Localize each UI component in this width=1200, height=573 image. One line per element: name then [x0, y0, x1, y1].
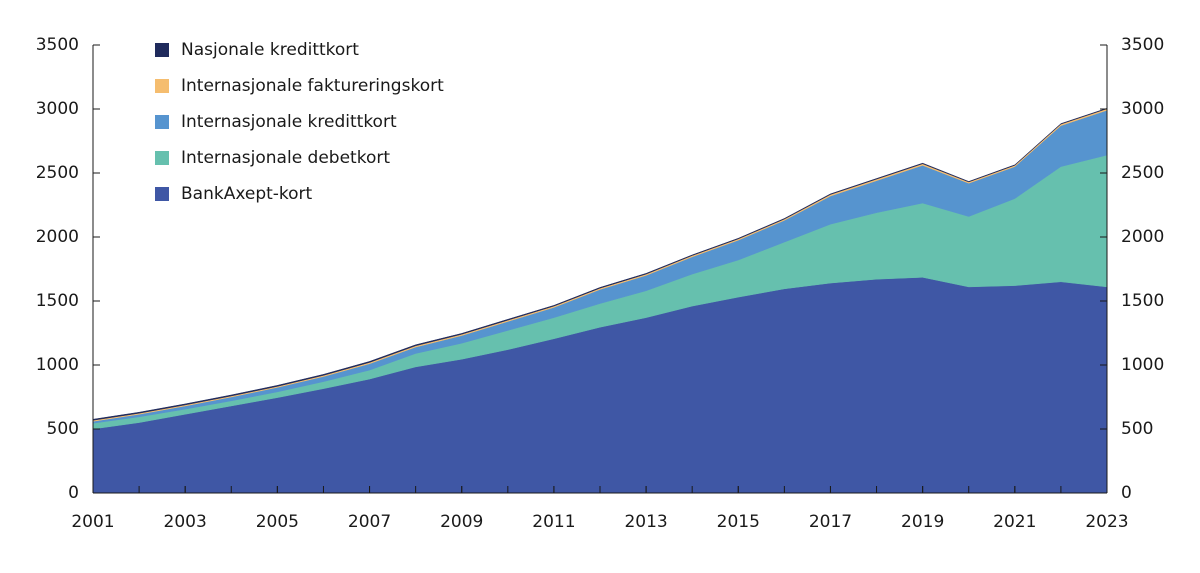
- legend-label: Nasjonale kredittkort: [181, 40, 359, 60]
- x-tick-label: 2011: [532, 512, 575, 532]
- x-tick-label: 2009: [440, 512, 483, 532]
- y-tick-label: 3000: [36, 99, 79, 119]
- y2-tick-label: 3500: [1121, 35, 1164, 55]
- y-tick-label: 3500: [36, 35, 79, 55]
- legend-label: Internasjonale kredittkort: [181, 112, 397, 132]
- y2-tick-label: 1500: [1121, 291, 1164, 311]
- y2-tick-label: 1000: [1121, 355, 1164, 375]
- legend-swatch: [155, 115, 169, 129]
- y-tick-label: 500: [47, 419, 79, 439]
- x-tick-label: 2013: [624, 512, 667, 532]
- x-tick-label: 2003: [164, 512, 207, 532]
- x-tick-label: 2019: [901, 512, 944, 532]
- x-tick-label: 2015: [717, 512, 760, 532]
- y-tick-label: 2500: [36, 163, 79, 183]
- y2-tick-label: 0: [1121, 483, 1132, 503]
- y-tick-label: 0: [68, 483, 79, 503]
- x-tick-label: 2023: [1085, 512, 1128, 532]
- x-tick-label: 2001: [71, 512, 114, 532]
- legend-label: Internasjonale debetkort: [181, 148, 390, 168]
- legend-label: Internasjonale faktureringskort: [181, 76, 444, 96]
- y-tick-label: 1500: [36, 291, 79, 311]
- y-tick-label: 1000: [36, 355, 79, 375]
- x-tick-label: 2021: [993, 512, 1036, 532]
- legend-swatch: [155, 43, 169, 57]
- y2-tick-label: 3000: [1121, 99, 1164, 119]
- y2-tick-label: 500: [1121, 419, 1153, 439]
- y2-tick-label: 2500: [1121, 163, 1164, 183]
- x-tick-label: 2007: [348, 512, 391, 532]
- legend-swatch: [155, 151, 169, 165]
- legend-swatch: [155, 187, 169, 201]
- y2-tick-label: 2000: [1121, 227, 1164, 247]
- legend-label: BankAxept-kort: [181, 184, 313, 204]
- legend-swatch: [155, 79, 169, 93]
- x-tick-label: 2017: [809, 512, 852, 532]
- y-tick-label: 2000: [36, 227, 79, 247]
- x-tick-label: 2005: [256, 512, 299, 532]
